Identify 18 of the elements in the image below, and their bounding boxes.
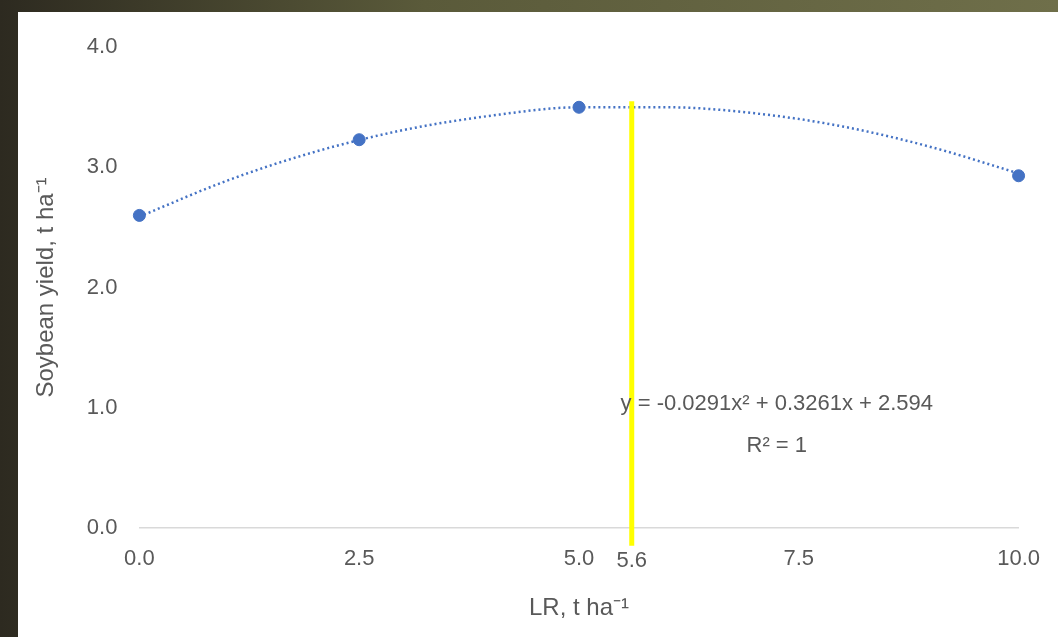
x-tick-label: 10.0 bbox=[997, 545, 1040, 571]
x-tick-label: 7.5 bbox=[783, 545, 815, 571]
y-axis-title: Soybean yield, t ha⁻¹ bbox=[31, 177, 59, 398]
y-tick-label: 2.0 bbox=[86, 273, 118, 299]
y-tick-label: 4.0 bbox=[86, 33, 118, 59]
y-tick-label: 1.0 bbox=[86, 393, 118, 419]
ref-line-label: 5.6 bbox=[616, 546, 648, 572]
annotation: R² = 1 bbox=[746, 431, 808, 457]
y-tick-label: 0.0 bbox=[86, 513, 118, 539]
x-axis-title: LR, t ha⁻¹ bbox=[528, 593, 630, 621]
point bbox=[572, 100, 586, 114]
x-tick-label: 2.5 bbox=[343, 545, 375, 571]
x-tick-label: 5.0 bbox=[563, 545, 595, 571]
y-tick-label: 3.0 bbox=[86, 153, 118, 179]
point bbox=[352, 133, 366, 147]
x-tick-label: 0.0 bbox=[124, 545, 155, 571]
point bbox=[1012, 169, 1026, 183]
point bbox=[132, 208, 146, 222]
